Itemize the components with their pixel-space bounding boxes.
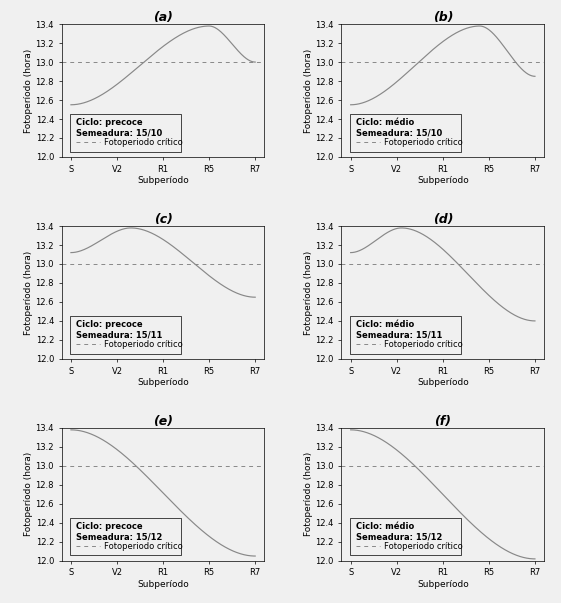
Y-axis label: Fotoperíodo (hora): Fotoperíodo (hora)	[24, 452, 33, 537]
Title: (f): (f)	[434, 415, 451, 428]
Text: Ciclo: médio
Semeadura: 15/12: Ciclo: médio Semeadura: 15/12	[356, 522, 442, 541]
X-axis label: Subperíodo: Subperíodo	[137, 378, 189, 387]
Y-axis label: Fotoperíodo (hora): Fotoperíodo (hora)	[304, 48, 312, 133]
Text: Fotoperiodo crítico: Fotoperiodo crítico	[104, 138, 183, 147]
Text: Fotoperiodo crítico: Fotoperiodo crítico	[104, 541, 183, 551]
FancyBboxPatch shape	[70, 115, 181, 151]
X-axis label: Subperíodo: Subperíodo	[417, 176, 468, 185]
Text: Ciclo: médio
Semeadura: 15/11: Ciclo: médio Semeadura: 15/11	[356, 320, 442, 339]
X-axis label: Subperíodo: Subperíodo	[137, 580, 189, 589]
Text: Ciclo: precoce
Semeadura: 15/12: Ciclo: precoce Semeadura: 15/12	[76, 522, 162, 541]
Text: Ciclo: precoce
Semeadura: 15/11: Ciclo: precoce Semeadura: 15/11	[76, 320, 162, 339]
Text: Ciclo: precoce
Semeadura: 15/10: Ciclo: precoce Semeadura: 15/10	[76, 118, 162, 138]
Y-axis label: Fotoperíodo (hora): Fotoperíodo (hora)	[24, 250, 33, 335]
Title: (c): (c)	[154, 213, 172, 226]
FancyBboxPatch shape	[350, 115, 461, 151]
X-axis label: Subperíodo: Subperíodo	[417, 580, 468, 589]
X-axis label: Subperíodo: Subperíodo	[137, 176, 189, 185]
Text: Fotoperiodo crítico: Fotoperiodo crítico	[384, 541, 463, 551]
Title: (d): (d)	[433, 213, 453, 226]
FancyBboxPatch shape	[350, 317, 461, 353]
Title: (e): (e)	[153, 415, 173, 428]
Text: Fotoperiodo crítico: Fotoperiodo crítico	[384, 138, 463, 147]
FancyBboxPatch shape	[350, 519, 461, 555]
Y-axis label: Fotoperíodo (hora): Fotoperíodo (hora)	[24, 48, 33, 133]
FancyBboxPatch shape	[70, 317, 181, 353]
X-axis label: Subperíodo: Subperíodo	[417, 378, 468, 387]
Y-axis label: Fotoperíodo (hora): Fotoperíodo (hora)	[304, 452, 312, 537]
Text: Ciclo: médio
Semeadura: 15/10: Ciclo: médio Semeadura: 15/10	[356, 118, 442, 138]
Text: Fotoperiodo crítico: Fotoperiodo crítico	[384, 339, 463, 349]
Title: (b): (b)	[433, 11, 453, 24]
Text: Fotoperiodo crítico: Fotoperiodo crítico	[104, 339, 183, 349]
FancyBboxPatch shape	[70, 519, 181, 555]
Y-axis label: Fotoperíodo (hora): Fotoperíodo (hora)	[304, 250, 312, 335]
Title: (a): (a)	[153, 11, 173, 24]
